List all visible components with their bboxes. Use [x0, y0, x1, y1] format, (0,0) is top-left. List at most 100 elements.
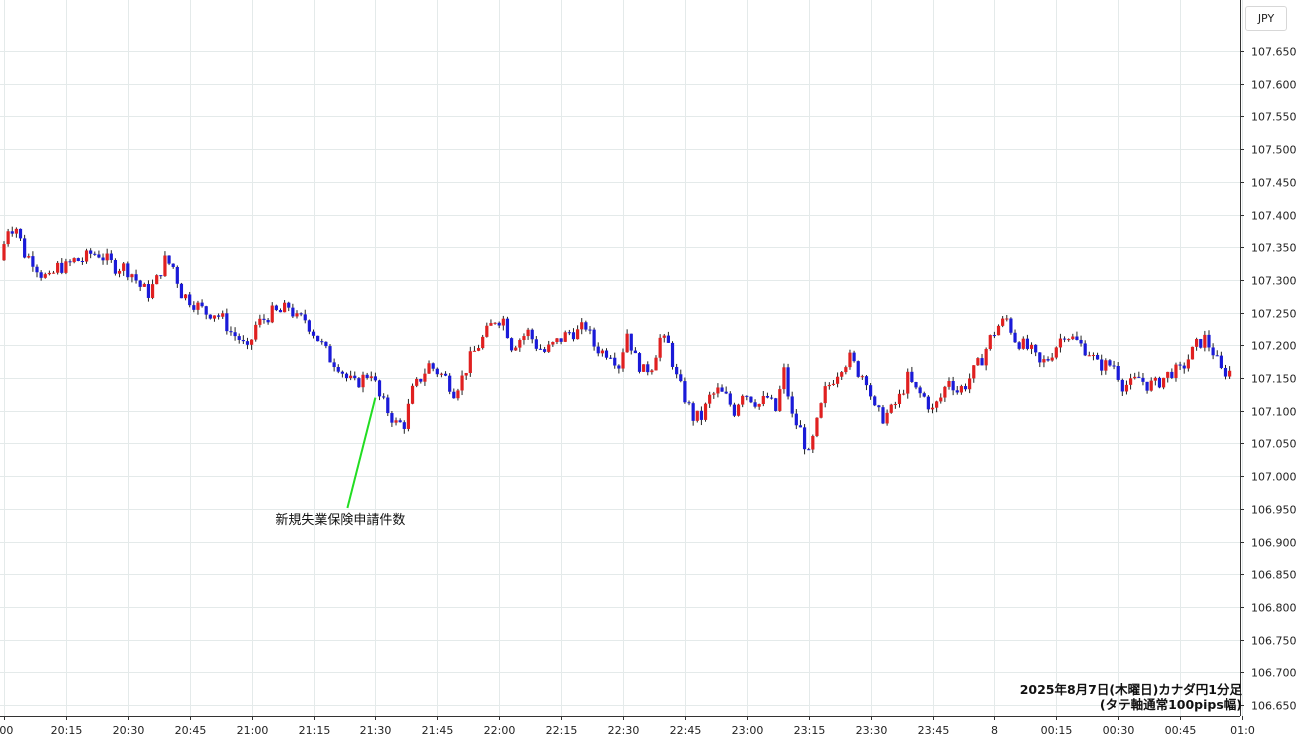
candle-down — [567, 332, 571, 334]
candle-up — [885, 412, 889, 424]
candle-up — [736, 404, 741, 416]
candle-up — [1050, 357, 1054, 361]
candle-up — [415, 378, 419, 386]
candle-up — [514, 347, 518, 351]
candle-up — [427, 363, 431, 374]
y-tick-label: 107.100 — [1251, 406, 1297, 419]
candle-down — [328, 346, 332, 363]
candle-down — [753, 402, 757, 407]
candle-down — [1095, 354, 1100, 360]
candle-down — [241, 339, 245, 342]
candle-down — [332, 362, 336, 368]
candle-down — [675, 366, 679, 375]
currency-selector[interactable]: JPY — [1245, 6, 1287, 31]
x-axis-ticks: :00 20:15 20:30 20:45 21:00 21:15 21:30 21:45 22… — [0, 716, 1255, 737]
candle-down — [869, 385, 873, 397]
candle-down — [448, 375, 452, 392]
candle-up — [522, 336, 526, 341]
candle-up — [1029, 344, 1034, 349]
candle-down — [1170, 371, 1174, 378]
x-tick-label: 20:30 — [113, 724, 145, 737]
candle-down — [1013, 332, 1017, 343]
candle-down — [171, 263, 175, 267]
candle-up — [439, 373, 444, 375]
candle-down — [357, 378, 361, 388]
candle-down — [559, 338, 563, 342]
candle-up — [1203, 334, 1207, 348]
candle-up — [757, 404, 761, 407]
candle-down — [910, 371, 914, 382]
candle-up — [254, 324, 258, 340]
candle-down — [918, 387, 922, 394]
candle-down — [1223, 367, 1228, 377]
candle-up — [782, 367, 786, 390]
candle-up — [621, 352, 625, 369]
candle-up — [406, 403, 411, 429]
candle-up — [361, 374, 365, 388]
event-annotation: 新規失業保険申請件数 — [275, 397, 405, 528]
candle-down — [798, 425, 803, 428]
candle-up — [456, 390, 460, 399]
candle-up — [1128, 378, 1133, 385]
y-tick-label: 107.550 — [1251, 111, 1297, 124]
candle-down — [245, 341, 250, 345]
candle-up — [72, 258, 76, 263]
candle-down — [1199, 339, 1203, 348]
candle-down — [113, 259, 118, 274]
candle-down — [728, 393, 732, 405]
candle-down — [1120, 379, 1124, 392]
candle-down — [856, 361, 860, 377]
candle-up — [1186, 359, 1190, 369]
candle-down — [1182, 365, 1186, 369]
x-tick-label: 22:30 — [608, 724, 640, 737]
candle-down — [299, 313, 303, 315]
candle-down — [538, 348, 543, 350]
candle-up — [708, 394, 712, 404]
candle-up — [196, 302, 200, 310]
candle-down — [617, 365, 621, 369]
candle-down — [159, 275, 163, 277]
candle-down — [291, 307, 295, 317]
candle-down — [1025, 338, 1030, 349]
chart-caption: 2025年8月7日(木曜日)カナダ円1分足 (タテ軸通常100pips幅) — [1020, 682, 1242, 712]
candle-up — [968, 378, 972, 390]
candle-up — [84, 250, 89, 262]
candle-up — [959, 386, 963, 393]
candle-down — [790, 396, 794, 414]
candle-up — [43, 274, 47, 278]
candle-up — [489, 323, 493, 326]
y-tick-label: 107.200 — [1251, 340, 1297, 353]
candle-up — [410, 385, 415, 404]
candle-down — [307, 320, 311, 332]
candle-up — [984, 348, 988, 366]
candle-down — [216, 315, 221, 317]
candle-down — [509, 338, 514, 351]
candle-down — [683, 381, 687, 403]
x-tick-label: 21:30 — [360, 724, 392, 737]
candle-down — [922, 393, 926, 397]
candle-down — [126, 263, 130, 278]
candle-down — [914, 381, 918, 388]
candle-down — [262, 318, 266, 320]
x-tick-label: 23:15 — [794, 724, 826, 737]
candle-down — [666, 335, 670, 343]
candle-down — [1062, 338, 1067, 340]
candle-up — [889, 404, 893, 413]
x-tick-label: 00:15 — [1041, 724, 1073, 737]
candle-down — [1112, 365, 1116, 367]
candle-up — [122, 263, 126, 271]
candle-up — [250, 339, 254, 345]
candle-up — [64, 261, 68, 273]
candle-up — [943, 386, 947, 398]
candle-up — [56, 262, 60, 273]
caption-line-2: (タテ軸通常100pips幅) — [1099, 697, 1242, 712]
candle-down — [852, 352, 856, 362]
candle-down — [225, 313, 229, 332]
candle-down — [691, 403, 695, 421]
candle-down — [609, 357, 613, 359]
candle-down — [188, 294, 192, 306]
candle-up — [1021, 338, 1025, 349]
candle-down — [373, 376, 377, 381]
candle-down — [101, 257, 105, 261]
x-tick-label: 22:15 — [546, 724, 578, 737]
